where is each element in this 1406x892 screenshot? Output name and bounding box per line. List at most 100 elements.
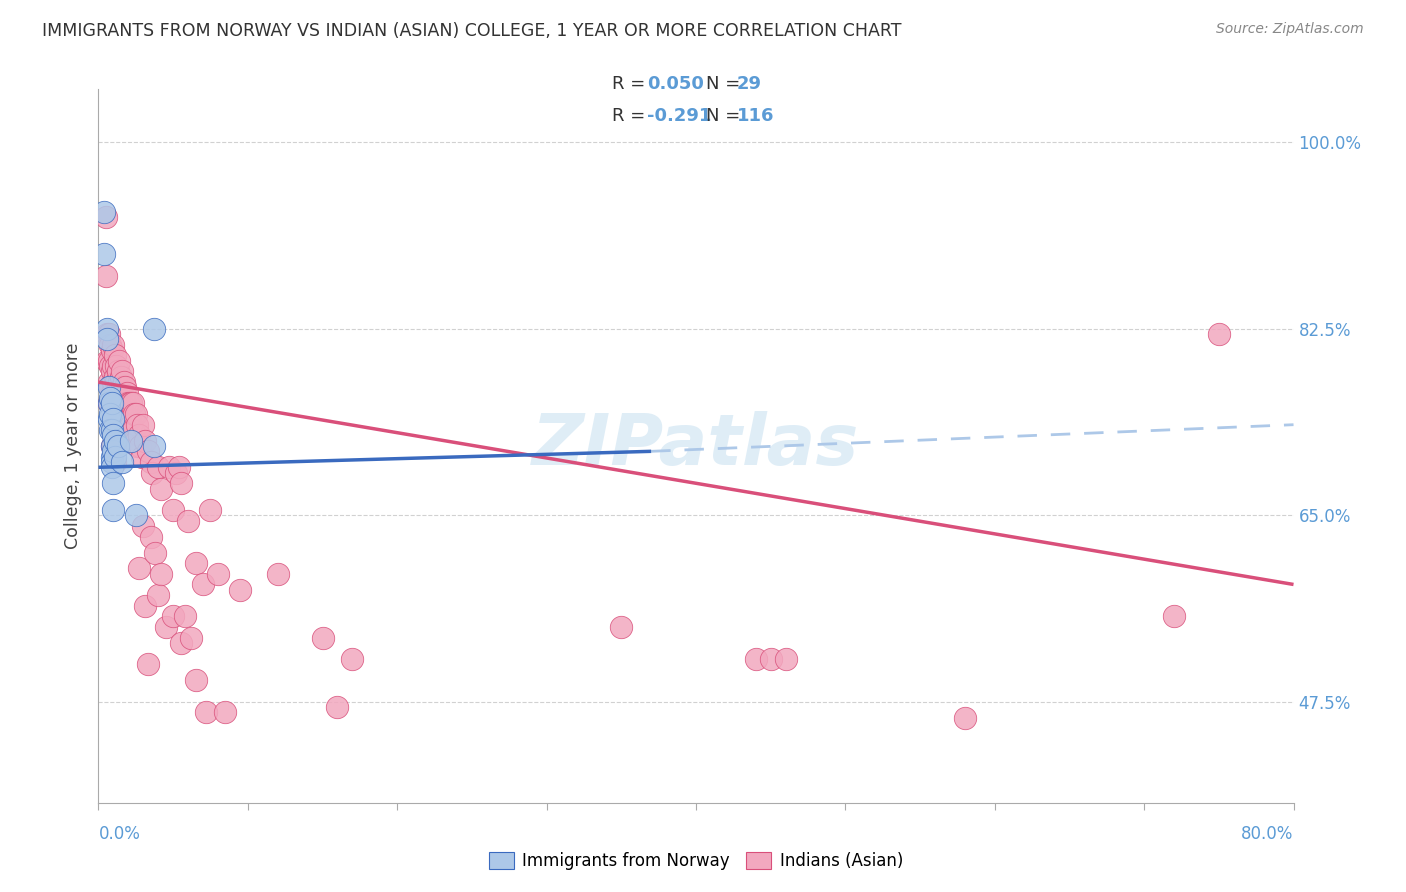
Point [103,503,125,517]
Point [101,407,124,421]
Point [101,364,124,378]
Text: N =: N = [706,75,740,93]
Point [97,375,120,389]
Point [311,631,333,645]
Text: 0.0%: 0.0% [98,825,141,843]
Point [104,349,127,363]
Point [104,385,127,400]
Point [104,369,127,384]
Point [128,561,150,575]
Point [111,401,134,416]
Point [169,636,191,650]
Text: R =: R = [612,107,645,125]
Point [120,396,142,410]
Point [100,338,122,352]
Point [103,396,125,410]
Point [136,444,159,458]
Point [169,476,191,491]
Point [142,439,165,453]
Point [101,460,124,475]
Point [162,503,184,517]
Point [342,652,364,666]
Point [125,407,148,421]
Point [96,333,118,347]
Point [110,369,132,384]
Point [184,556,207,570]
Point [103,338,125,352]
Point [100,423,122,437]
Point [229,582,252,597]
Point [110,385,132,400]
Point [108,396,131,410]
Point [111,423,134,437]
Point [775,652,797,666]
Point [103,476,125,491]
Point [180,631,202,645]
Point [759,652,782,666]
Point [174,609,197,624]
Point [93,204,115,219]
Point [117,396,139,410]
Point [184,673,207,688]
Point [167,460,190,475]
Point [112,375,135,389]
Point [165,466,187,480]
Point [214,706,236,720]
Point [114,380,136,394]
Text: IMMIGRANTS FROM NORWAY VS INDIAN (ASIAN) COLLEGE, 1 YEAR OR MORE CORRELATION CHA: IMMIGRANTS FROM NORWAY VS INDIAN (ASIAN)… [42,22,901,40]
Point [101,343,124,358]
Point [139,529,162,543]
Point [118,396,141,410]
Text: R =: R = [612,75,645,93]
Point [115,385,138,400]
Point [103,444,125,458]
Point [94,210,117,224]
Point [105,417,128,432]
Point [97,380,120,394]
Point [108,375,131,389]
Point [100,380,122,394]
Text: N =: N = [706,107,740,125]
Point [105,359,128,373]
Point [134,434,156,448]
Point [104,455,127,469]
Point [101,455,124,469]
Point [101,423,124,437]
Point [121,423,143,437]
Legend: Immigrants from Norway, Indians (Asian): Immigrants from Norway, Indians (Asian) [482,845,910,877]
Point [195,706,218,720]
Point [111,364,134,378]
Point [101,439,124,453]
Point [101,423,124,437]
Point [107,417,129,432]
Point [200,503,222,517]
Point [112,412,135,426]
Point [103,359,125,373]
Point [136,657,159,672]
Point [104,450,127,464]
Point [103,412,125,426]
Point [177,514,200,528]
Point [104,434,127,448]
Text: -0.291: -0.291 [647,107,711,125]
Point [96,327,118,342]
Point [97,353,120,368]
Point [103,428,125,442]
Point [96,322,118,336]
Point [162,609,184,624]
Point [124,407,146,421]
Point [97,412,120,426]
Point [129,439,152,453]
Point [104,407,127,421]
Text: Source: ZipAtlas.com: Source: ZipAtlas.com [1216,22,1364,37]
Text: 116: 116 [737,107,775,125]
Point [97,327,120,342]
Point [103,375,125,389]
Y-axis label: College, 1 year or more: College, 1 year or more [65,343,83,549]
Point [150,566,173,581]
Point [148,588,170,602]
Point [131,450,153,464]
Point [132,417,155,432]
Point [100,407,122,421]
Point [118,412,141,426]
